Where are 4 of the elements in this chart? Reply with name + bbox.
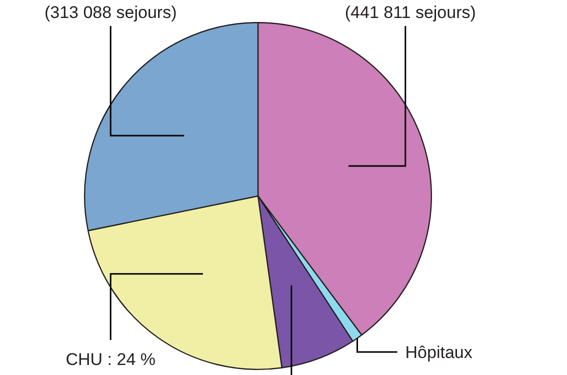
slice-label: (441 811 sejours): [344, 3, 476, 22]
slice-label: Hôpitaux: [405, 343, 473, 362]
slice-label: CHU : 24 %: [66, 350, 156, 369]
slice-label: (313 088 sejours): [44, 3, 177, 22]
